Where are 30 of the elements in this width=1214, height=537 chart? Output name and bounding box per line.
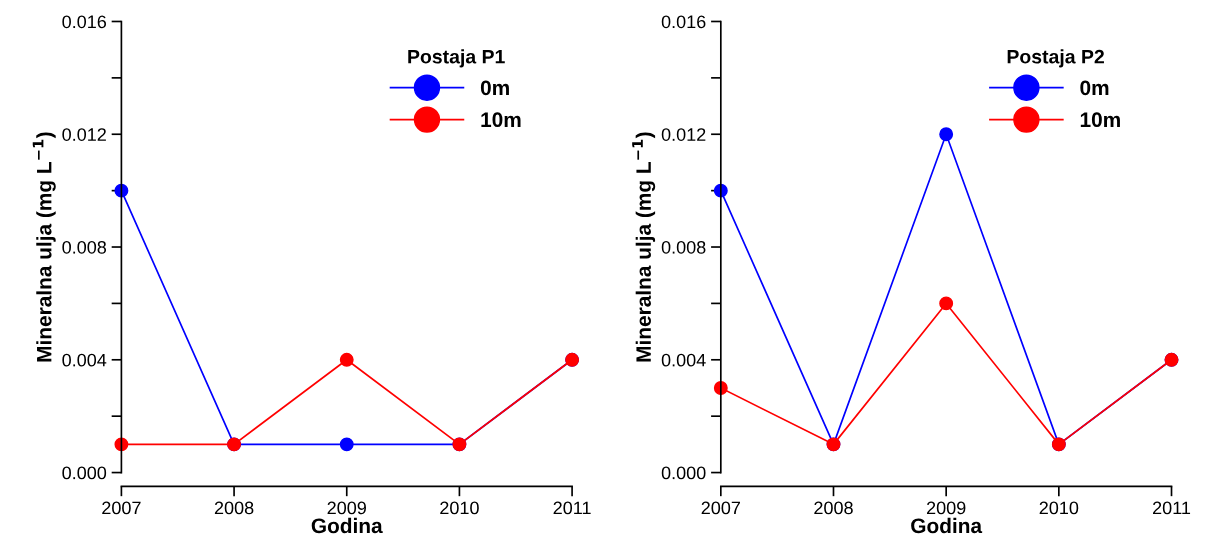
y-tick-label: 0.004 [62, 353, 107, 367]
y-axis-title: Mineralna ulja (mg L$^{−1}$) [32, 132, 56, 362]
y-tick-label: 0.000 [661, 466, 706, 480]
legend-label: 10m [1080, 112, 1120, 128]
x-tick-label: 2008 [814, 501, 853, 515]
y-tick-label: 0.016 [661, 15, 706, 29]
legend-label: 0m [1080, 80, 1109, 96]
x-tick-label: 2010 [1039, 501, 1079, 515]
y-axis-title: Mineralna ulja (mg L$^{−1}$) [632, 132, 656, 362]
y-tick-label: 0.004 [661, 353, 706, 367]
x-tick-label: 2007 [701, 501, 740, 515]
legend-label: 10m [481, 112, 521, 128]
y-tick-label: 0.012 [62, 128, 106, 141]
x-axis-title: Godina [311, 517, 383, 534]
x-tick-label: 2008 [214, 501, 254, 515]
x-tick-label: 2009 [926, 501, 966, 515]
y-tick-label: 0.008 [661, 240, 706, 254]
x-tick-label: 2011 [553, 501, 591, 515]
x-tick-label: 2010 [440, 501, 479, 515]
legend-title: Postaja P1 [408, 49, 505, 68]
y-tick-label: 0.012 [661, 128, 706, 141]
y-tick-label: 0.000 [62, 466, 107, 480]
legend-label: 0m [480, 80, 509, 96]
y-tick-label: 0.016 [62, 15, 107, 29]
x-tick-label: 2009 [327, 501, 366, 515]
x-tick-label: 2011 [1153, 501, 1191, 515]
x-axis-title: Godina [911, 517, 983, 534]
x-tick-label: 2007 [102, 501, 141, 515]
legend-title: Postaja P2 [1007, 49, 1104, 68]
y-tick-label: 0.008 [62, 240, 107, 254]
